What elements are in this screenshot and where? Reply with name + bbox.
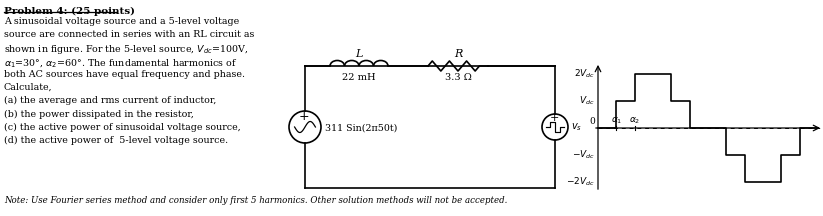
Text: +: + [299,110,309,122]
Text: source are connected in series with an RL circuit as: source are connected in series with an R… [4,30,254,39]
Text: (b) the power dissipated in the resistor,: (b) the power dissipated in the resistor… [4,109,194,119]
Text: +: + [549,113,559,123]
Text: $2V_{dc}$: $2V_{dc}$ [574,68,595,80]
Text: $\alpha_2$: $\alpha_2$ [629,116,640,126]
Text: $-2V_{dc}$: $-2V_{dc}$ [566,176,595,188]
Text: $V_{dc}$: $V_{dc}$ [579,95,595,107]
Text: (a) the average and rms current of inductor,: (a) the average and rms current of induc… [4,96,216,105]
Text: $\alpha_1$=30°, $\alpha_2$=60°. The fundamental harmonics of: $\alpha_1$=30°, $\alpha_2$=60°. The fund… [4,57,237,69]
Text: Calculate,: Calculate, [4,83,53,92]
Text: A sinusoidal voltage source and a 5-level voltage: A sinusoidal voltage source and a 5-leve… [4,17,239,26]
Text: L: L [356,49,363,59]
Text: (d) the active power of  5-level voltage source.: (d) the active power of 5-level voltage … [4,136,228,145]
Text: $-V_{dc}$: $-V_{dc}$ [572,149,595,161]
Text: 22 mH: 22 mH [342,73,376,82]
Text: $\alpha_1$: $\alpha_1$ [611,116,622,126]
Text: 3.3 Ω: 3.3 Ω [444,73,472,82]
Text: Problem 4: (25 points): Problem 4: (25 points) [4,7,135,16]
Text: 0: 0 [589,117,595,126]
Text: Note: Use Fourier series method and consider only first 5 harmonics. Other solut: Note: Use Fourier series method and cons… [4,196,507,205]
Text: (c) the active power of sinusoidal voltage source,: (c) the active power of sinusoidal volta… [4,123,241,132]
Text: 311 Sin(2π50t): 311 Sin(2π50t) [325,124,398,132]
Text: R: R [453,49,463,59]
Text: shown in figure. For the 5-level source, $V_{dc}$=100V,: shown in figure. For the 5-level source,… [4,43,249,56]
Text: $v_s$: $v_s$ [571,121,582,133]
Text: both AC sources have equal frequency and phase.: both AC sources have equal frequency and… [4,70,245,79]
